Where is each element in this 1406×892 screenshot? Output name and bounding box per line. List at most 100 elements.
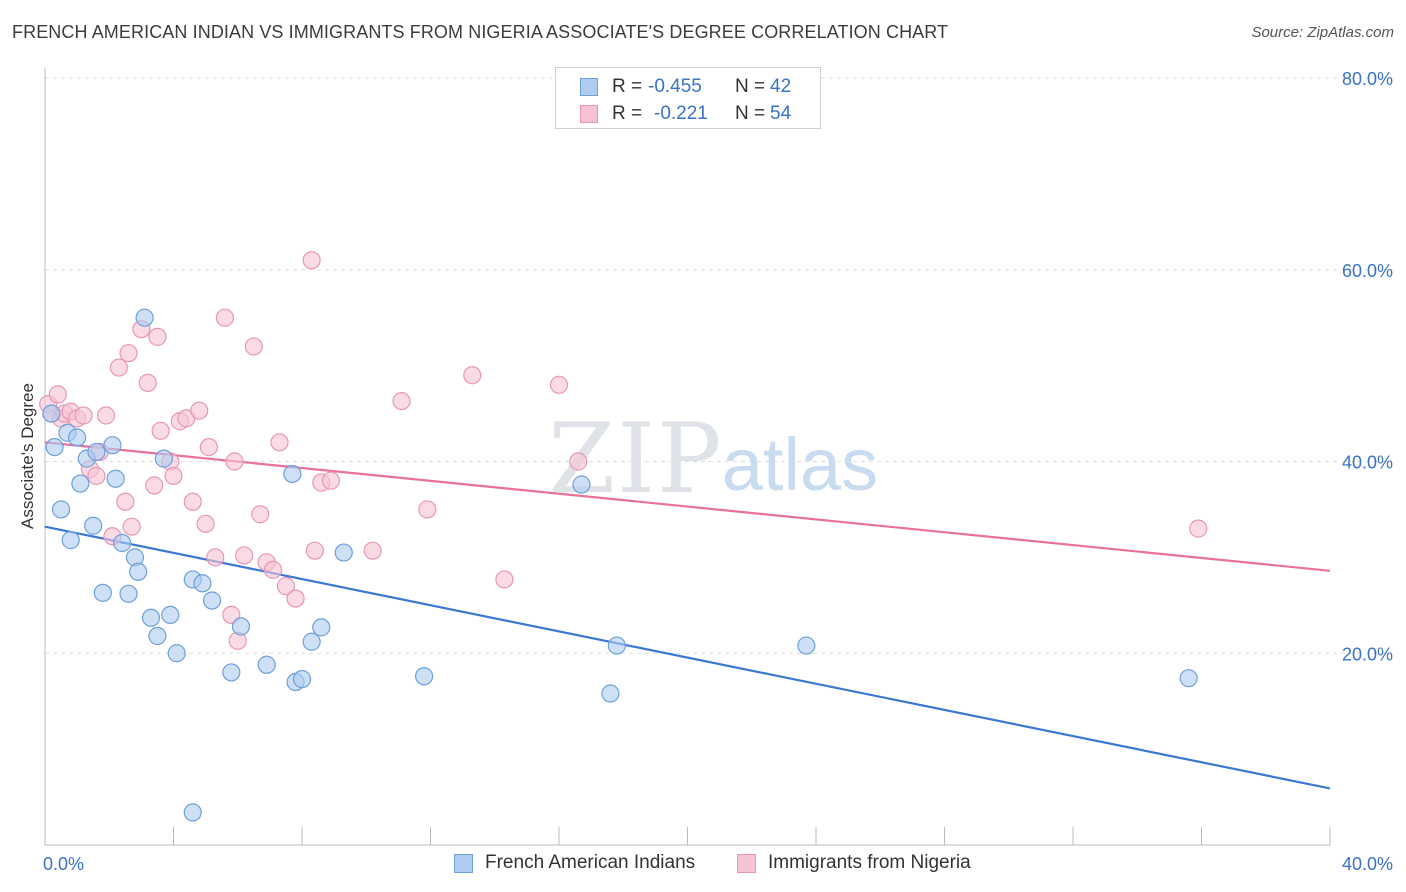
legend-n-value-blue: 42 — [770, 76, 792, 97]
point-nigeria — [251, 505, 270, 524]
trend-line-blue — [44, 525, 1331, 790]
point-french-american-indian — [141, 608, 161, 627]
point-nigeria — [235, 546, 254, 565]
legend-r-label: R = — [612, 76, 643, 97]
bottom-legend-label-pink: Immigrants from Nigeria — [768, 852, 971, 873]
point-nigeria — [206, 548, 225, 567]
y-tick-label: 20.0% — [1342, 644, 1393, 664]
point-french-american-indian — [607, 636, 626, 655]
point-french-american-indian — [202, 591, 222, 610]
correlation-legend: R = -0.455 N = 42 R = -0.221 N = 54 — [555, 67, 821, 129]
chart-title: FRENCH AMERICAN INDIAN VS IMMIGRANTS FRO… — [12, 22, 949, 42]
point-french-american-indian — [61, 531, 80, 550]
point-french-american-indian — [334, 543, 353, 562]
point-nigeria — [109, 358, 128, 377]
point-french-american-indian — [312, 618, 331, 637]
point-nigeria — [263, 560, 283, 579]
watermark: ZIP atlas — [548, 403, 878, 515]
legend-swatch-pink — [580, 105, 598, 123]
y-axis-label: Associate's Degree — [18, 383, 37, 529]
point-french-american-indian — [93, 583, 112, 602]
bottom-legend-swatch-pink — [737, 854, 756, 873]
point-nigeria — [183, 492, 202, 511]
trend-line-pink — [44, 441, 1331, 572]
y-tick-label: 60.0% — [1342, 261, 1393, 281]
point-nigeria — [321, 471, 341, 490]
point-nigeria — [549, 375, 569, 394]
x-tick-label: 0.0% — [43, 854, 84, 874]
point-french-american-indian — [129, 562, 148, 581]
point-french-american-indian — [167, 644, 186, 663]
point-nigeria — [495, 570, 514, 589]
point-nigeria — [363, 541, 382, 560]
point-nigeria — [119, 344, 138, 363]
point-nigeria — [190, 401, 209, 420]
series-points-nigeria — [39, 251, 1208, 650]
point-french-american-indian — [103, 436, 122, 455]
point-nigeria — [122, 517, 141, 536]
point-nigeria — [392, 391, 411, 411]
point-french-american-indian — [51, 500, 71, 519]
grid-lines — [45, 77, 1392, 654]
point-french-american-indian — [84, 516, 103, 535]
point-french-american-indian — [283, 464, 302, 484]
point-nigeria — [1189, 519, 1208, 538]
point-french-american-indian — [161, 605, 180, 625]
point-nigeria — [87, 466, 106, 485]
point-nigeria — [199, 438, 218, 457]
point-nigeria — [96, 406, 116, 425]
legend-n-label: N = — [735, 103, 766, 124]
point-nigeria — [569, 452, 588, 471]
point-french-american-indian — [87, 442, 106, 462]
point-french-american-indian — [572, 475, 591, 494]
point-french-american-indian — [222, 663, 241, 682]
point-french-american-indian — [257, 655, 276, 674]
legend-r-value-pink: -0.221 — [654, 103, 708, 124]
legend-n-value-pink: 54 — [770, 103, 792, 124]
point-nigeria — [463, 366, 482, 385]
point-french-american-indian — [1179, 669, 1198, 688]
y-tick-label: 80.0% — [1342, 69, 1393, 89]
bottom-legend-swatch-blue — [454, 854, 473, 873]
trend-lines — [44, 441, 1331, 790]
point-nigeria — [74, 406, 93, 425]
point-french-american-indian — [71, 474, 90, 493]
point-nigeria — [276, 577, 296, 596]
point-french-american-indian — [45, 438, 64, 457]
point-french-american-indian — [292, 670, 312, 689]
point-nigeria — [116, 492, 135, 511]
legend-swatch-blue — [580, 78, 598, 96]
point-french-american-indian — [797, 636, 816, 655]
point-nigeria — [286, 589, 305, 608]
point-french-american-indian — [193, 574, 212, 593]
point-nigeria — [164, 466, 183, 485]
watermark-atlas: atlas — [722, 423, 878, 506]
point-nigeria — [48, 385, 67, 404]
point-french-american-indian — [183, 803, 202, 822]
point-nigeria — [196, 514, 215, 533]
point-french-american-indian — [68, 428, 87, 447]
bottom-legend-label-blue: French American Indians — [485, 852, 696, 873]
point-french-american-indian — [154, 449, 173, 468]
point-nigeria — [225, 452, 244, 471]
point-nigeria — [215, 308, 234, 327]
point-french-american-indian — [42, 404, 61, 423]
series-points-french-american-indians — [42, 308, 1198, 822]
point-nigeria — [244, 337, 263, 356]
legend-r-value-blue: -0.455 — [648, 76, 702, 97]
x-tick-label: 40.0% — [1342, 854, 1393, 874]
point-french-american-indian — [601, 684, 620, 703]
point-nigeria — [145, 476, 164, 495]
point-french-american-indian — [112, 533, 132, 553]
point-french-american-indian — [414, 667, 434, 686]
point-nigeria — [302, 251, 321, 270]
point-nigeria — [151, 421, 170, 440]
point-french-american-indian — [148, 626, 167, 646]
point-french-american-indian — [119, 584, 138, 603]
source-label: Source: ZipAtlas.com — [1251, 24, 1394, 41]
tick-labels: 20.0% 40.0% 60.0% 80.0% 0.0% 40.0% — [43, 69, 1393, 874]
point-french-american-indian — [106, 469, 125, 488]
point-french-american-indian — [231, 617, 251, 636]
point-nigeria — [148, 327, 167, 346]
